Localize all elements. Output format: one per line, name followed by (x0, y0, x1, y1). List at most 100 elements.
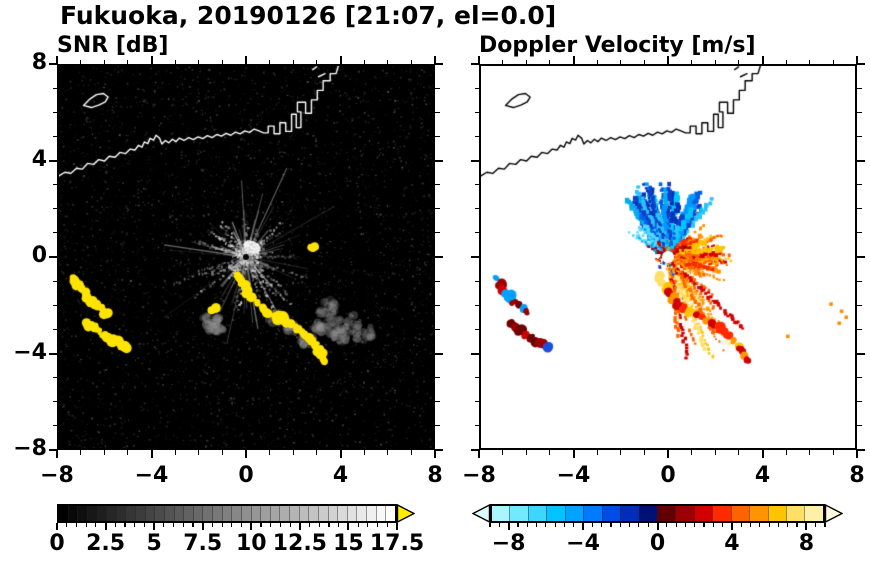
snr-y-tick (52, 87, 57, 89)
doppler-x-tick (549, 450, 551, 455)
doppler-x-tick-label: 4 (754, 463, 771, 488)
doppler-colorbar-tick (489, 523, 491, 527)
snr-y-tick (49, 63, 57, 65)
snr-x-tick (434, 56, 436, 64)
doppler-x-tick (478, 450, 480, 458)
snr-colorbar-tick (134, 523, 136, 527)
doppler-colorbar-step (638, 506, 657, 521)
doppler-colorbar-step (712, 506, 731, 521)
snr-colorbar-step (356, 506, 366, 521)
snr-x-tick-label: −4 (134, 463, 169, 488)
snr-x-tick (387, 59, 389, 64)
snr-colorbar-tick (298, 523, 301, 530)
doppler-x-tick (691, 450, 693, 455)
snr-x-tick (339, 56, 342, 64)
doppler-y-tick (474, 232, 479, 234)
snr-colorbar-step (240, 506, 251, 521)
snr-y-tick (52, 425, 57, 427)
doppler-x-tick (643, 59, 645, 64)
doppler-x-tick (549, 59, 551, 64)
doppler-colorbar-under-arrow-icon (471, 503, 491, 524)
snr-colorbar-step (144, 506, 155, 521)
snr-y-tick (52, 304, 57, 306)
snr-colorbar-step (106, 506, 116, 521)
doppler-x-tick (691, 59, 693, 64)
snr-y-tick (435, 208, 440, 210)
snr-colorbar-step (298, 506, 309, 521)
snr-colorbar-tick (56, 523, 58, 530)
snr-colorbar-tick (153, 523, 156, 530)
doppler-colorbar-tick (749, 523, 752, 527)
doppler-colorbar-tick (694, 523, 696, 527)
doppler-colorbar-tick (703, 523, 705, 527)
snr-colorbar-tick (289, 523, 291, 527)
doppler-y-tick (857, 159, 865, 162)
snr-x-tick (103, 59, 105, 64)
snr-colorbar-step (183, 506, 193, 521)
snr-colorbar-tick (182, 523, 184, 527)
doppler-y-tick (857, 111, 862, 113)
snr-colorbar-step (96, 506, 107, 521)
doppler-x-tick (525, 59, 527, 64)
snr-colorbar-tick (221, 523, 223, 527)
snr-colorbar-tick (201, 523, 204, 530)
snr-colorbar-step (269, 506, 280, 521)
snr-colorbar-step (135, 506, 145, 521)
snr-x-tick (198, 450, 200, 455)
doppler-y-tick (857, 184, 862, 186)
doppler-y-tick (474, 87, 479, 89)
doppler-x-tick (620, 450, 622, 455)
snr-colorbar-tick-label: 17.5 (369, 531, 425, 556)
snr-x-tick (410, 450, 412, 455)
doppler-y-tick (857, 208, 862, 210)
snr-colorbar-tick (124, 523, 126, 527)
snr-colorbar-step (115, 506, 126, 521)
snr-colorbar-step (337, 506, 347, 521)
doppler-y-tick (471, 256, 479, 258)
snr-y-tick-label: −8 (13, 436, 47, 461)
snr-colorbar-tick (163, 523, 165, 527)
snr-colorbar-tick (338, 523, 340, 527)
snr-colorbar-tick-label: 12.5 (272, 531, 327, 556)
snr-x-tick (387, 450, 389, 455)
doppler-plot-area (479, 64, 857, 450)
snr-x-tick (339, 450, 342, 458)
snr-x-tick (80, 450, 82, 455)
snr-y-tick (435, 159, 443, 162)
snr-radar-image (59, 66, 433, 448)
snr-x-tick-label: −8 (40, 463, 74, 488)
snr-y-tick (49, 159, 57, 162)
doppler-y-tick (471, 159, 479, 162)
snr-colorbar-step (173, 506, 184, 521)
snr-y-tick (435, 280, 440, 282)
snr-y-tick (435, 401, 440, 403)
snr-colorbar-tick (279, 523, 282, 527)
snr-y-tick (435, 328, 440, 330)
snr-colorbar-tick (192, 523, 194, 527)
doppler-colorbar-step (804, 506, 823, 521)
doppler-x-tick (856, 450, 858, 458)
snr-y-tick (52, 328, 57, 330)
doppler-colorbar-tick (526, 523, 528, 527)
doppler-y-tick (471, 449, 479, 451)
snr-y-tick (435, 425, 440, 427)
snr-x-tick (292, 59, 294, 64)
doppler-x-tick (714, 59, 716, 64)
snr-x-tick (245, 450, 247, 458)
doppler-colorbar-step (583, 506, 602, 521)
doppler-y-tick (857, 87, 862, 89)
doppler-colorbar-tick-label: −4 (566, 531, 600, 556)
snr-colorbar-step (250, 506, 261, 521)
doppler-y-tick (857, 232, 862, 234)
snr-x-tick (292, 450, 294, 455)
doppler-colorbar-step (509, 506, 528, 521)
doppler-x-tick (596, 59, 598, 64)
snr-colorbar-step (366, 506, 376, 521)
doppler-colorbar-tick (601, 523, 603, 527)
doppler-y-tick (474, 377, 479, 379)
snr-x-tick (56, 450, 58, 458)
doppler-colorbar-over-arrow-icon (824, 503, 844, 524)
doppler-x-tick-label: 0 (660, 463, 676, 488)
snr-y-tick (435, 352, 443, 355)
snr-colorbar-tick (66, 523, 68, 527)
